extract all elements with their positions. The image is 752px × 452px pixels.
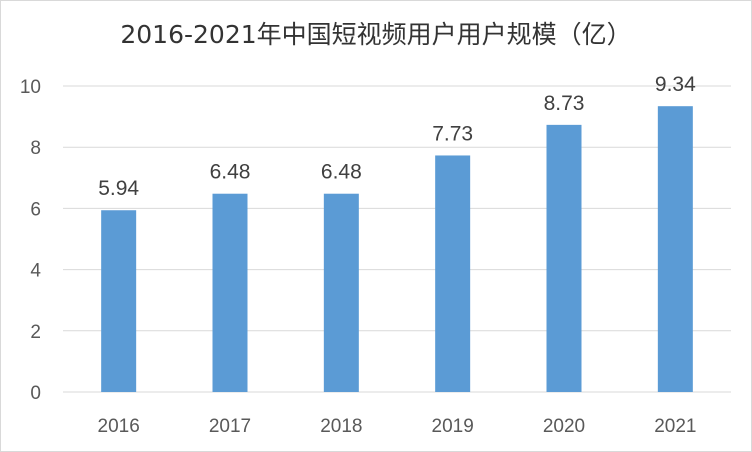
x-axis-labels: 2016 2017 2018 2019 2020 2021	[98, 416, 697, 437]
data-label-2021: 9.34	[655, 73, 696, 96]
y-tick-label-6: 6	[30, 199, 41, 220]
y-tick-label-10: 10	[20, 77, 41, 98]
data-label-2017: 6.48	[210, 161, 251, 184]
y-tick-label-2: 2	[30, 322, 41, 343]
x-tick-label-2017: 2017	[209, 416, 251, 437]
bar-2020	[546, 124, 582, 392]
bars	[101, 106, 693, 393]
y-tick-label-0: 0	[30, 383, 41, 404]
bar-2021	[657, 106, 693, 393]
bar-2019	[435, 155, 471, 392]
bar-2016	[101, 210, 137, 392]
chart-title: 2016-2021年中国短视频用户用户规模（亿）	[120, 20, 632, 49]
gridlines	[63, 85, 731, 393]
bar-2017	[212, 193, 248, 392]
x-tick-label-2020: 2020	[543, 416, 585, 437]
data-label-2019: 7.73	[432, 122, 473, 145]
bar-2018	[323, 193, 359, 392]
data-label-2018: 6.48	[321, 161, 362, 184]
x-tick-label-2021: 2021	[654, 416, 696, 437]
x-tick-label-2018: 2018	[320, 416, 362, 437]
y-tick-label-8: 8	[30, 138, 41, 159]
y-tick-label-4: 4	[30, 261, 41, 282]
data-label-2020: 8.73	[544, 92, 585, 115]
data-label-2016: 5.94	[98, 177, 139, 200]
data-labels: 5.94 6.48 6.48 7.73 8.73 9.34	[98, 73, 696, 200]
x-tick-label-2016: 2016	[98, 416, 140, 437]
y-axis-labels: 0 2 4 6 8 10	[20, 77, 42, 404]
x-tick-label-2019: 2019	[432, 416, 474, 437]
